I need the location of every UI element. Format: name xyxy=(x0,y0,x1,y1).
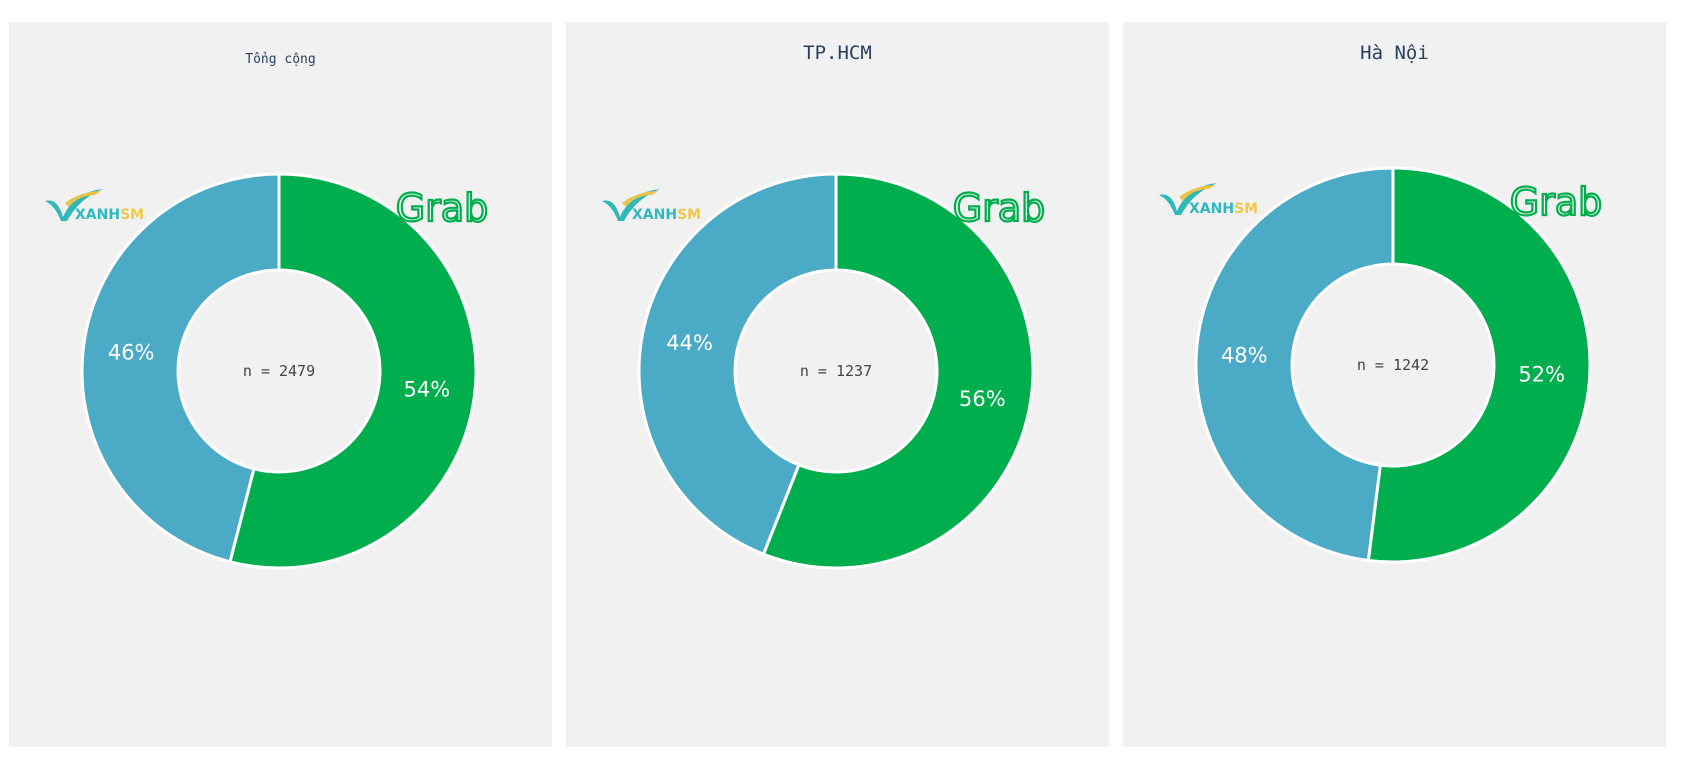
chart-title: Hà Nội xyxy=(1360,42,1429,64)
donut-chart: 54% 46% n = 2479 XANHSM Grab xyxy=(45,172,489,570)
donut-chart: 52% 48% n = 1242 XANHSM Grab xyxy=(1159,166,1603,564)
svg-text:XANHSM: XANHSM xyxy=(632,207,701,223)
slice-label: 48% xyxy=(1221,344,1268,368)
slice-label: 56% xyxy=(959,387,1006,411)
slice-grab xyxy=(228,172,478,570)
slice-xanhsm xyxy=(1194,166,1395,563)
slice-xanhsm xyxy=(637,172,838,557)
xanhsm-logo: XANHSM xyxy=(1159,183,1258,217)
slice-grab xyxy=(1366,166,1592,564)
slice-label: 52% xyxy=(1518,362,1565,386)
grab-logo: Grab xyxy=(396,186,488,230)
slice-label: 54% xyxy=(403,378,450,402)
chart-title: TP.HCM xyxy=(803,42,872,64)
slice-label: 44% xyxy=(666,331,713,355)
xanhsm-logo: XANHSM xyxy=(602,189,701,223)
grab-logo: Grab xyxy=(953,186,1045,230)
slice-xanhsm xyxy=(80,172,281,564)
slice-label: 46% xyxy=(108,340,155,364)
center-label: n = 1242 xyxy=(1357,356,1429,374)
svg-text:XANHSM: XANHSM xyxy=(1189,201,1258,217)
chart-panel-total: Tổng cộng 54% 46% n = 2479 XANHSM Grab xyxy=(9,22,552,747)
xanhsm-logo: XANHSM xyxy=(45,189,144,223)
grab-logo: Grab xyxy=(1510,180,1602,224)
chart-panel-hanoi: Hà Nội 52% 48% n = 1242 XANHSM Grab xyxy=(1123,22,1666,747)
chart-panel-hcm: TP.HCM 56% 44% n = 1237 XANHSM Grab xyxy=(566,22,1109,747)
svg-text:XANHSM: XANHSM xyxy=(75,207,144,223)
donut-chart: 56% 44% n = 1237 XANHSM Grab xyxy=(602,172,1046,570)
center-label: n = 2479 xyxy=(243,362,315,380)
chart-title: Tổng cộng xyxy=(245,52,316,67)
center-label: n = 1237 xyxy=(800,362,872,380)
slice-grab xyxy=(761,172,1035,570)
